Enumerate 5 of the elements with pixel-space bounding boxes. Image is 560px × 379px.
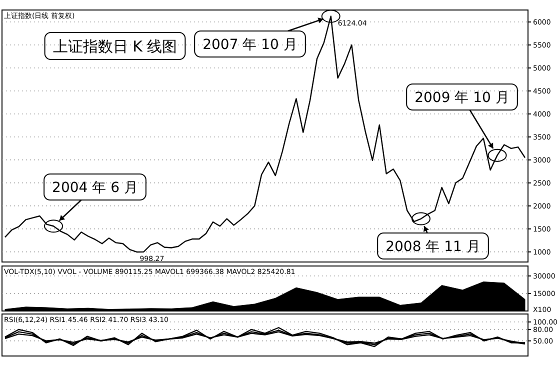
annotation: 2004 年 6 月 xyxy=(52,180,138,196)
annotation: 2008 年 11 月 xyxy=(386,239,480,256)
annotation: 上证指数日 K 线图 xyxy=(52,37,178,56)
annotation: 2009 年 10 月 xyxy=(414,90,510,106)
annotation: 2007 年 10 月 xyxy=(202,37,298,54)
